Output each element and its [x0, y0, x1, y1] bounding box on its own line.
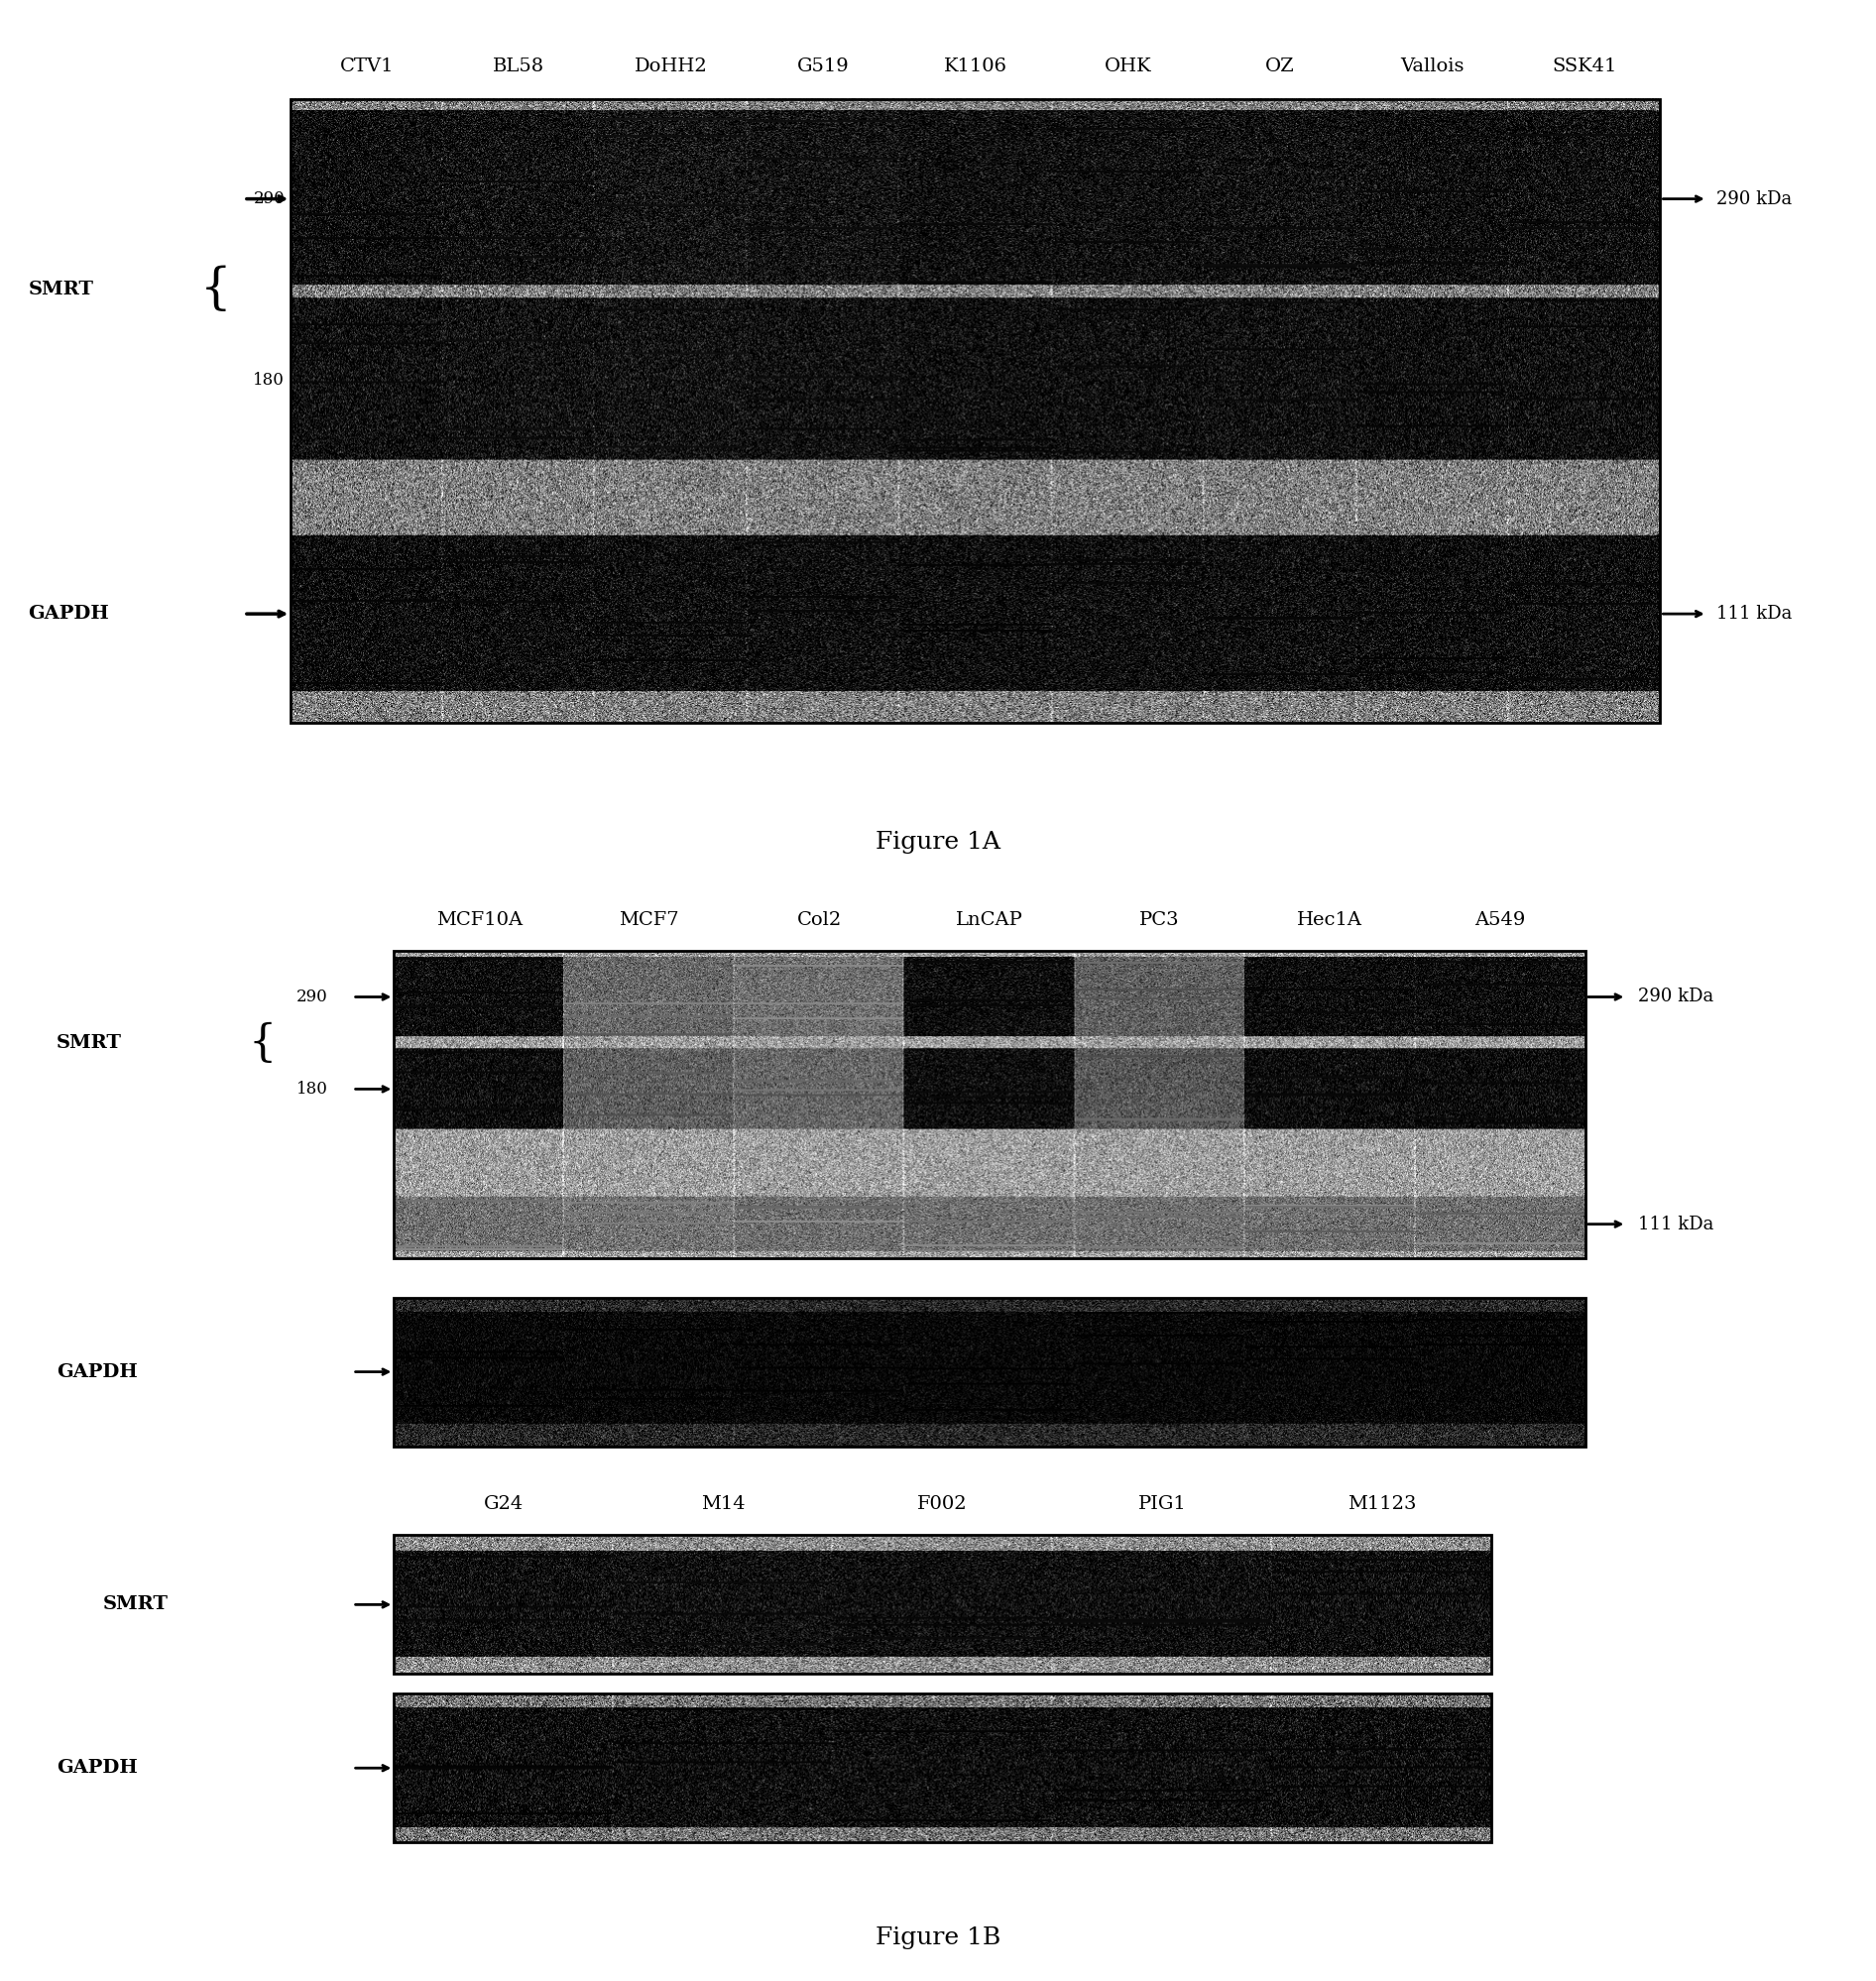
- Text: BL58: BL58: [493, 57, 544, 75]
- Text: M1123: M1123: [1347, 1496, 1416, 1513]
- Text: 290 kDa: 290 kDa: [1638, 989, 1713, 1006]
- Text: GAPDH: GAPDH: [28, 604, 109, 622]
- Text: G519: G519: [797, 57, 850, 75]
- Text: {: {: [250, 1022, 276, 1064]
- Text: M14: M14: [702, 1496, 745, 1513]
- Text: A549: A549: [1475, 911, 1525, 929]
- Text: Figure 1A: Figure 1A: [876, 830, 1000, 854]
- Bar: [394, 951, 1585, 1258]
- Bar: [394, 1694, 1491, 1842]
- Bar: [394, 1298, 1585, 1446]
- Text: {: {: [201, 265, 231, 313]
- Text: OZ: OZ: [1264, 57, 1294, 75]
- Text: LnCAP: LnCAP: [957, 911, 1022, 929]
- Text: SMRT: SMRT: [56, 1034, 122, 1052]
- Text: G24: G24: [484, 1496, 523, 1513]
- Text: SMRT: SMRT: [28, 281, 94, 299]
- Text: 290 kDa: 290 kDa: [1717, 190, 1792, 208]
- Text: PIG1: PIG1: [1139, 1496, 1186, 1513]
- Bar: [291, 99, 1660, 723]
- Text: F002: F002: [917, 1496, 968, 1513]
- Text: GAPDH: GAPDH: [56, 1363, 137, 1381]
- Text: Col2: Col2: [797, 911, 842, 929]
- Text: 290: 290: [253, 190, 285, 208]
- Bar: [394, 1535, 1491, 1674]
- Text: 180: 180: [296, 1080, 328, 1097]
- Text: SMRT: SMRT: [103, 1595, 169, 1615]
- Text: 111 kDa: 111 kDa: [1717, 604, 1792, 622]
- Text: PC3: PC3: [1139, 911, 1180, 929]
- Text: OHK: OHK: [1105, 57, 1152, 75]
- Text: MCF7: MCF7: [619, 911, 679, 929]
- Text: 290: 290: [296, 989, 328, 1006]
- Text: 180: 180: [253, 370, 285, 388]
- Text: 111 kDa: 111 kDa: [1638, 1214, 1713, 1232]
- Text: SSK41: SSK41: [1551, 57, 1617, 75]
- Text: CTV1: CTV1: [340, 57, 394, 75]
- Text: Hec1A: Hec1A: [1296, 911, 1362, 929]
- Text: Vallois: Vallois: [1399, 57, 1463, 75]
- Text: DoHH2: DoHH2: [634, 57, 707, 75]
- Text: GAPDH: GAPDH: [56, 1759, 137, 1777]
- Text: K1106: K1106: [944, 57, 1007, 75]
- Text: Figure 1B: Figure 1B: [876, 1926, 1000, 1949]
- Text: MCF10A: MCF10A: [435, 911, 522, 929]
